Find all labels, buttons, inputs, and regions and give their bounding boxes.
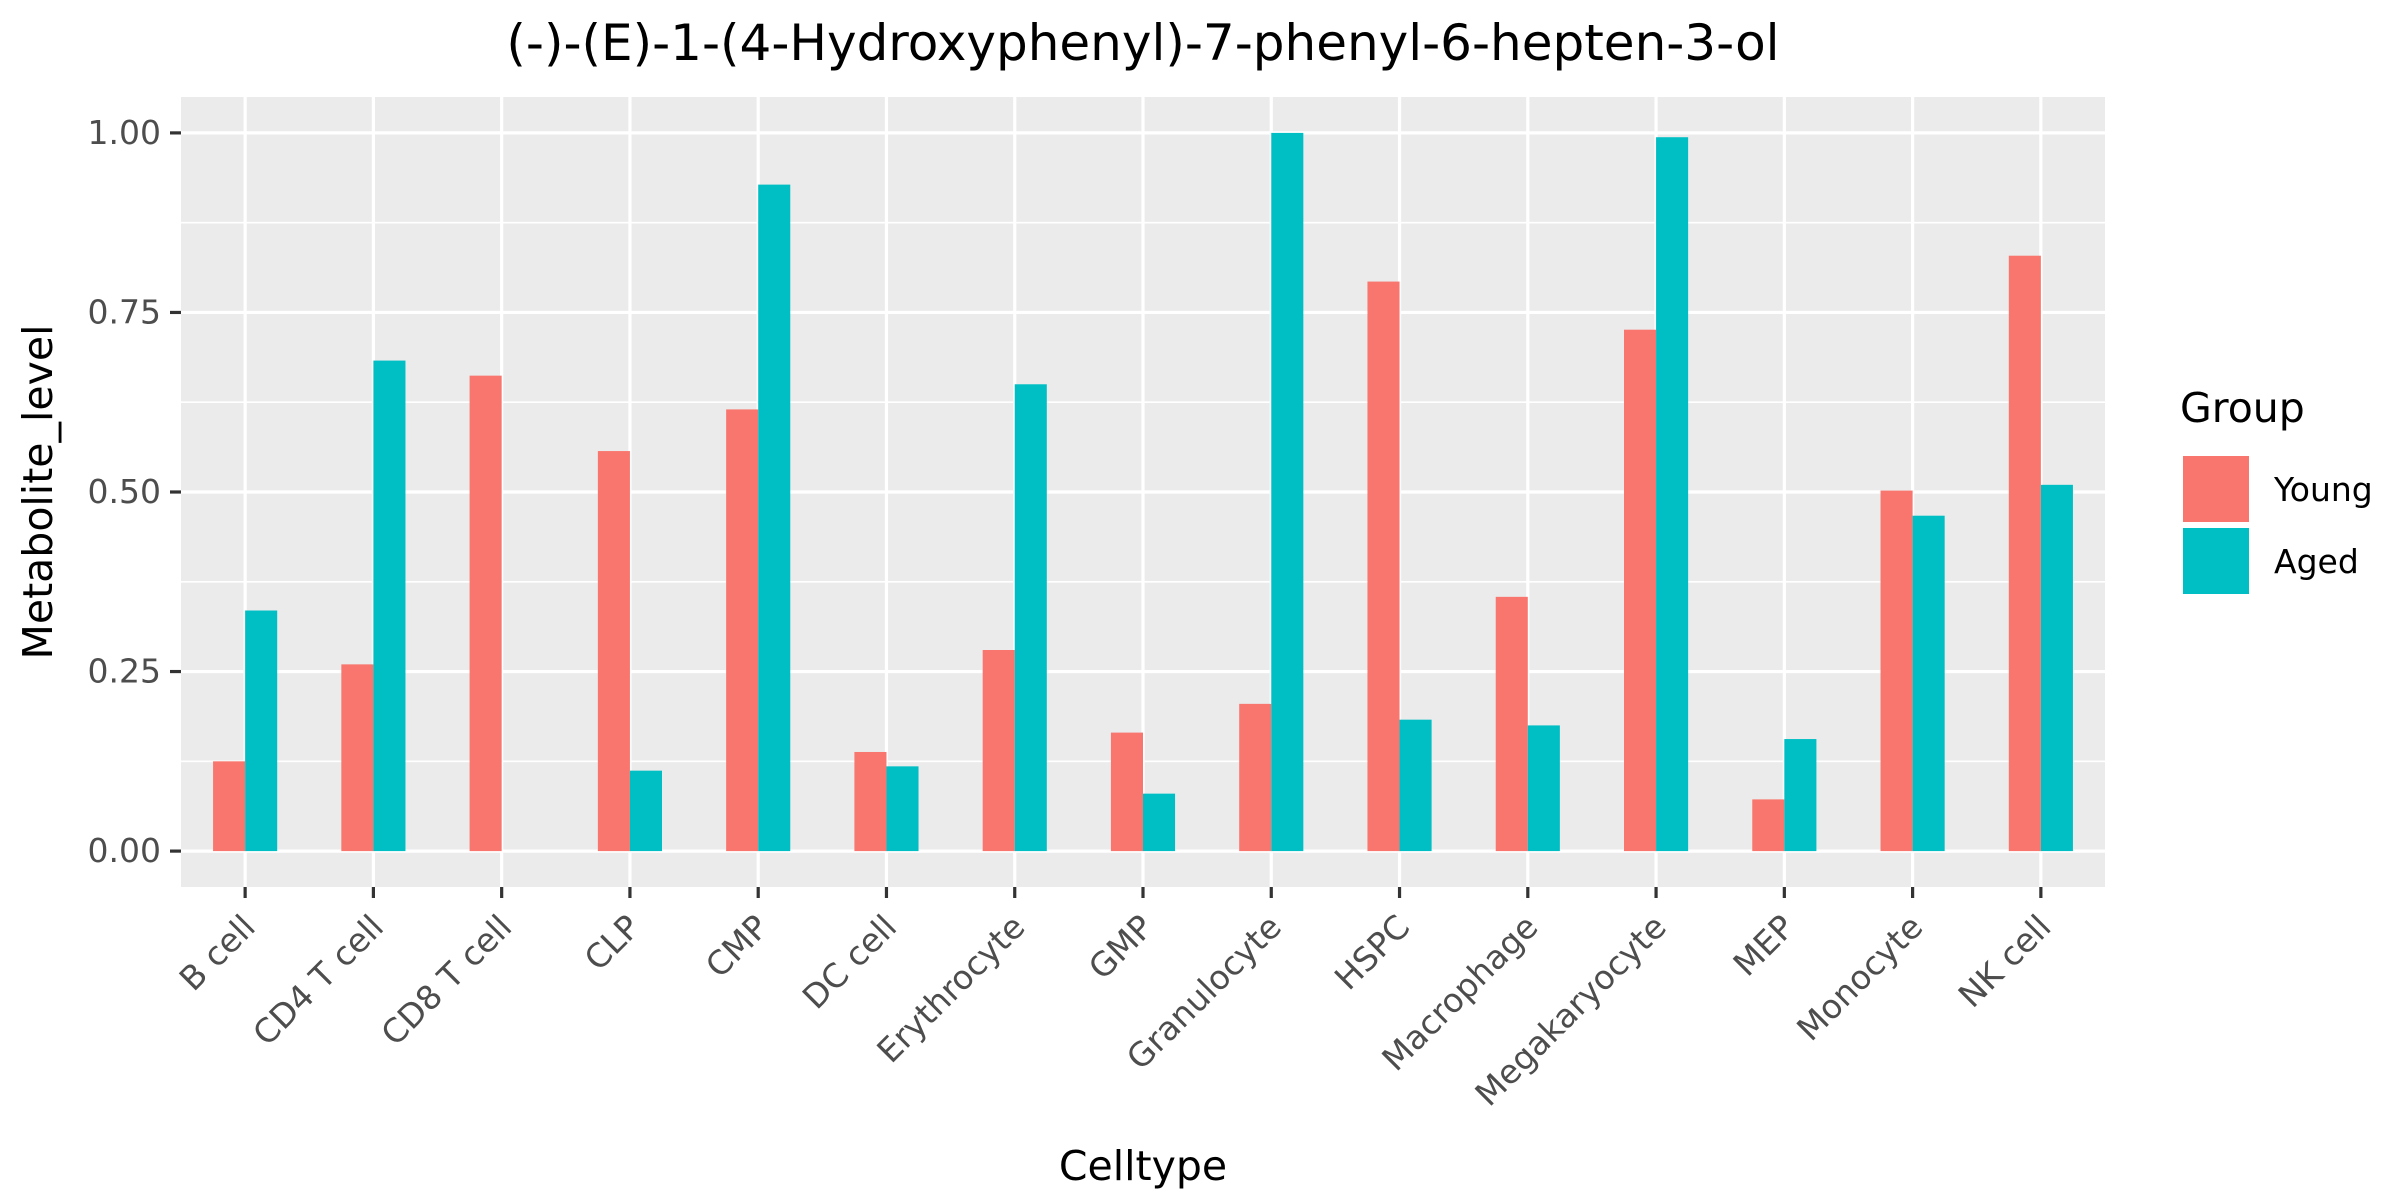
bar-young-macrophage (1495, 596, 1528, 852)
bar-young-gmp (1110, 732, 1143, 852)
legend-label-young: Young (2273, 470, 2373, 509)
y-tick-label: 0.00 (88, 831, 161, 870)
legend: Group Young Aged (2180, 384, 2373, 594)
bar-aged-macrophage (1527, 725, 1560, 852)
legend-key-aged (2183, 528, 2249, 594)
plot-panel (181, 97, 2105, 887)
bar-young-erythrocyte (982, 650, 1015, 852)
bar-aged-cd4-t-cell (373, 360, 406, 852)
bar-young-cmp (726, 409, 759, 852)
legend-key-young (2183, 456, 2249, 522)
bar-young-granulocyte (1239, 703, 1272, 852)
bar-aged-mep (1784, 739, 1817, 852)
bar-young-dc-cell (854, 751, 887, 852)
bar-young-b-cell (213, 761, 246, 852)
bar-aged-cmp (758, 184, 791, 852)
y-tick-label: 0.25 (88, 652, 161, 691)
bar-aged-erythrocyte (1014, 384, 1047, 852)
bar-aged-clp (629, 770, 662, 852)
bar-young-megakaryocyte (1624, 329, 1657, 852)
y-tick-label: 1.00 (88, 113, 161, 152)
bar-aged-hspc (1399, 719, 1432, 852)
bar-young-hspc (1367, 281, 1400, 852)
y-axis: 0.00 0.25 0.50 0.75 1.00 (88, 113, 181, 870)
bar-young-cd8-t-cell (469, 375, 502, 852)
chart-title: (-)-(E)-1-(4-Hydroxyphenyl)-7-phenyl-6-h… (506, 14, 1779, 72)
y-axis-title: Metabolite_level (14, 325, 62, 660)
bar-young-monocyte (1880, 490, 1913, 852)
bar-young-clp (597, 451, 630, 852)
x-axis-title: Celltype (1059, 1142, 1227, 1190)
legend-title: Group (2180, 384, 2305, 432)
y-tick-label: 0.50 (88, 472, 161, 511)
bar-aged-monocyte (1912, 515, 1945, 852)
bar-young-nk-cell (2008, 255, 2041, 852)
bar-aged-megakaryocyte (1656, 137, 1689, 852)
bar-aged-granulocyte (1271, 132, 1304, 852)
y-tick-label: 0.75 (88, 292, 161, 331)
bar-young-mep (1752, 799, 1785, 852)
legend-label-aged: Aged (2274, 542, 2359, 581)
bar-aged-nk-cell (2040, 484, 2073, 852)
bar-young-cd4-t-cell (341, 664, 374, 852)
bar-aged-gmp (1143, 793, 1176, 852)
bar-aged-b-cell (245, 610, 278, 852)
bar-aged-dc-cell (886, 766, 919, 852)
